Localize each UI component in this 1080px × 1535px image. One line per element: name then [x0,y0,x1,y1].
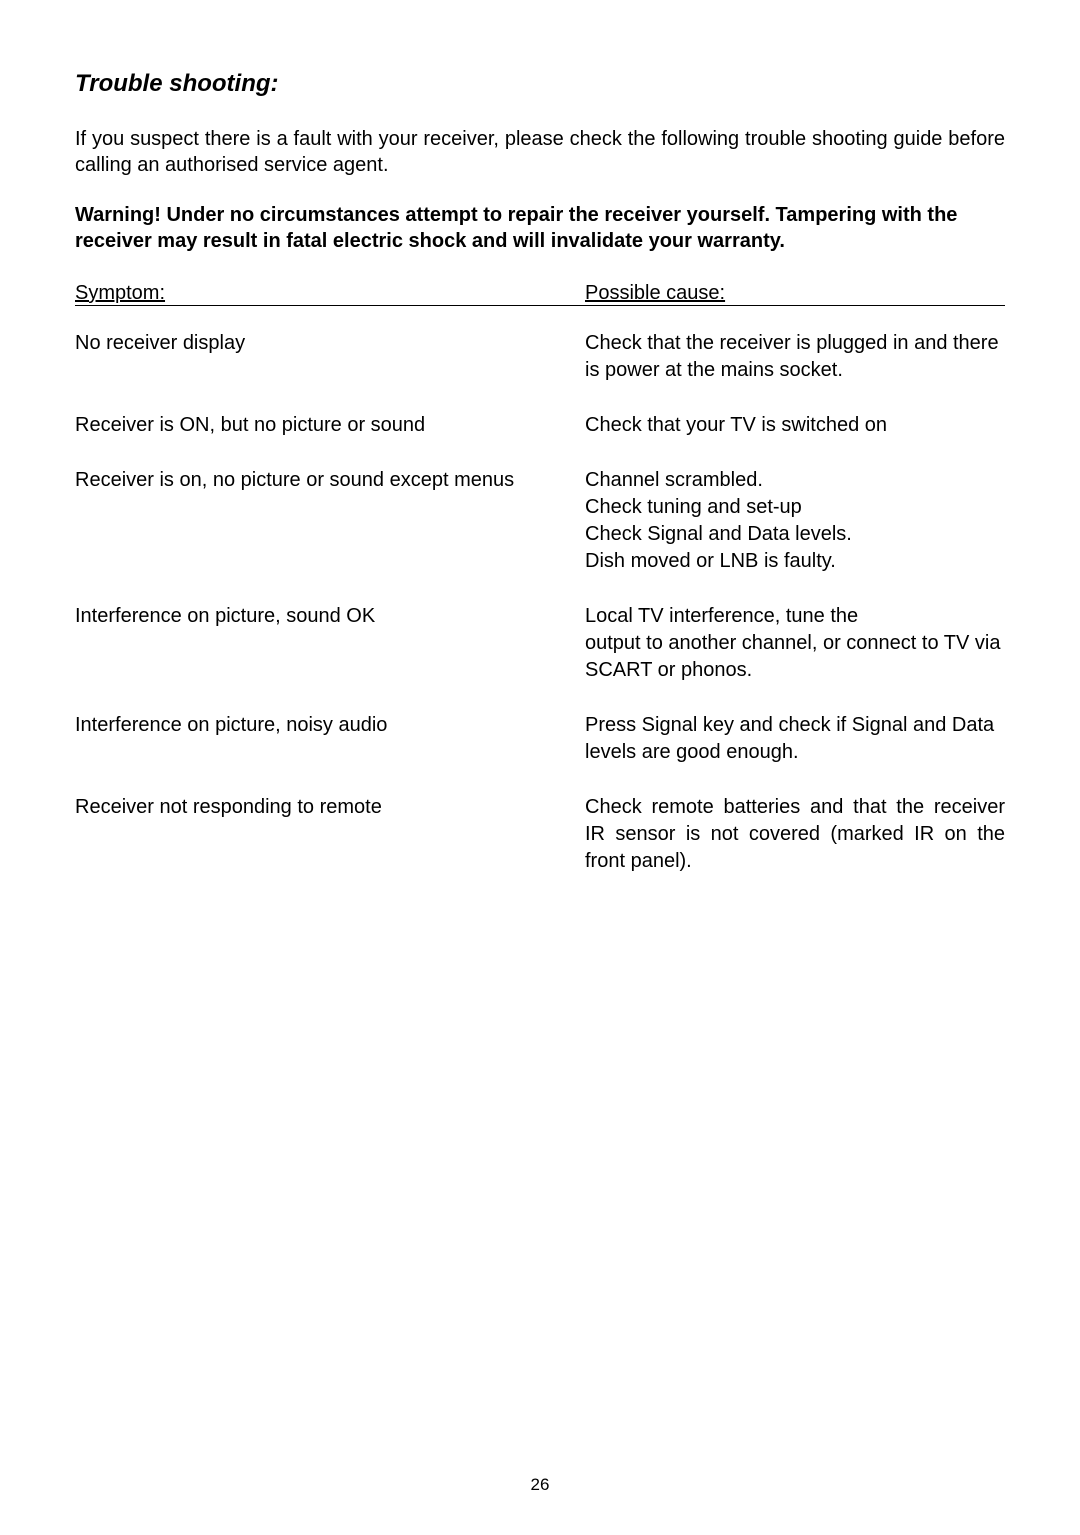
symptom-text: Interference on picture, noisy audio [75,712,565,739]
cause-text: Local TV interference, tune the output t… [585,603,1005,684]
table-row: Receiver is ON, but no picture or sound C… [75,412,1005,439]
symptom-text: No receiver display [75,330,565,357]
symptom-text: Receiver is on, no picture or sound exce… [75,467,565,494]
symptom-text: Receiver is ON, but no picture or sound [75,412,565,439]
intro-text: If you suspect there is a fault with you… [75,126,1005,178]
table-row: No receiver display Check that the receiv… [75,330,1005,384]
symptom-header: Symptom: [75,282,165,306]
symptom-text: Receiver not responding to remote [75,794,565,821]
symptom-text: Interference on picture, sound OK [75,603,565,630]
table-row: Receiver is on, no picture or sound exce… [75,467,1005,575]
cause-text: Press Signal key and check if Signal and… [585,712,1005,766]
table-row: Receiver not responding to remote Check r… [75,794,1005,875]
cause-header: Possible cause: [585,282,725,306]
cause-text: Check remote batteries and that the rece… [585,794,1005,875]
cause-text: Check that the receiver is plugged in an… [585,330,1005,384]
cause-text: Channel scrambled. Check tuning and set-… [585,467,1005,575]
page-title: Trouble shooting: [75,70,1005,98]
table-header-row: Symptom: Possible cause: [75,282,1005,306]
table-row: Interference on picture, sound OK Local T… [75,603,1005,684]
warning-text: Warning! Under no circumstances attempt … [75,202,1005,254]
page-number: 26 [0,1475,1080,1495]
table-row: Interference on picture, noisy audio Pres… [75,712,1005,766]
cause-text: Check that your TV is switched on [585,412,1005,439]
